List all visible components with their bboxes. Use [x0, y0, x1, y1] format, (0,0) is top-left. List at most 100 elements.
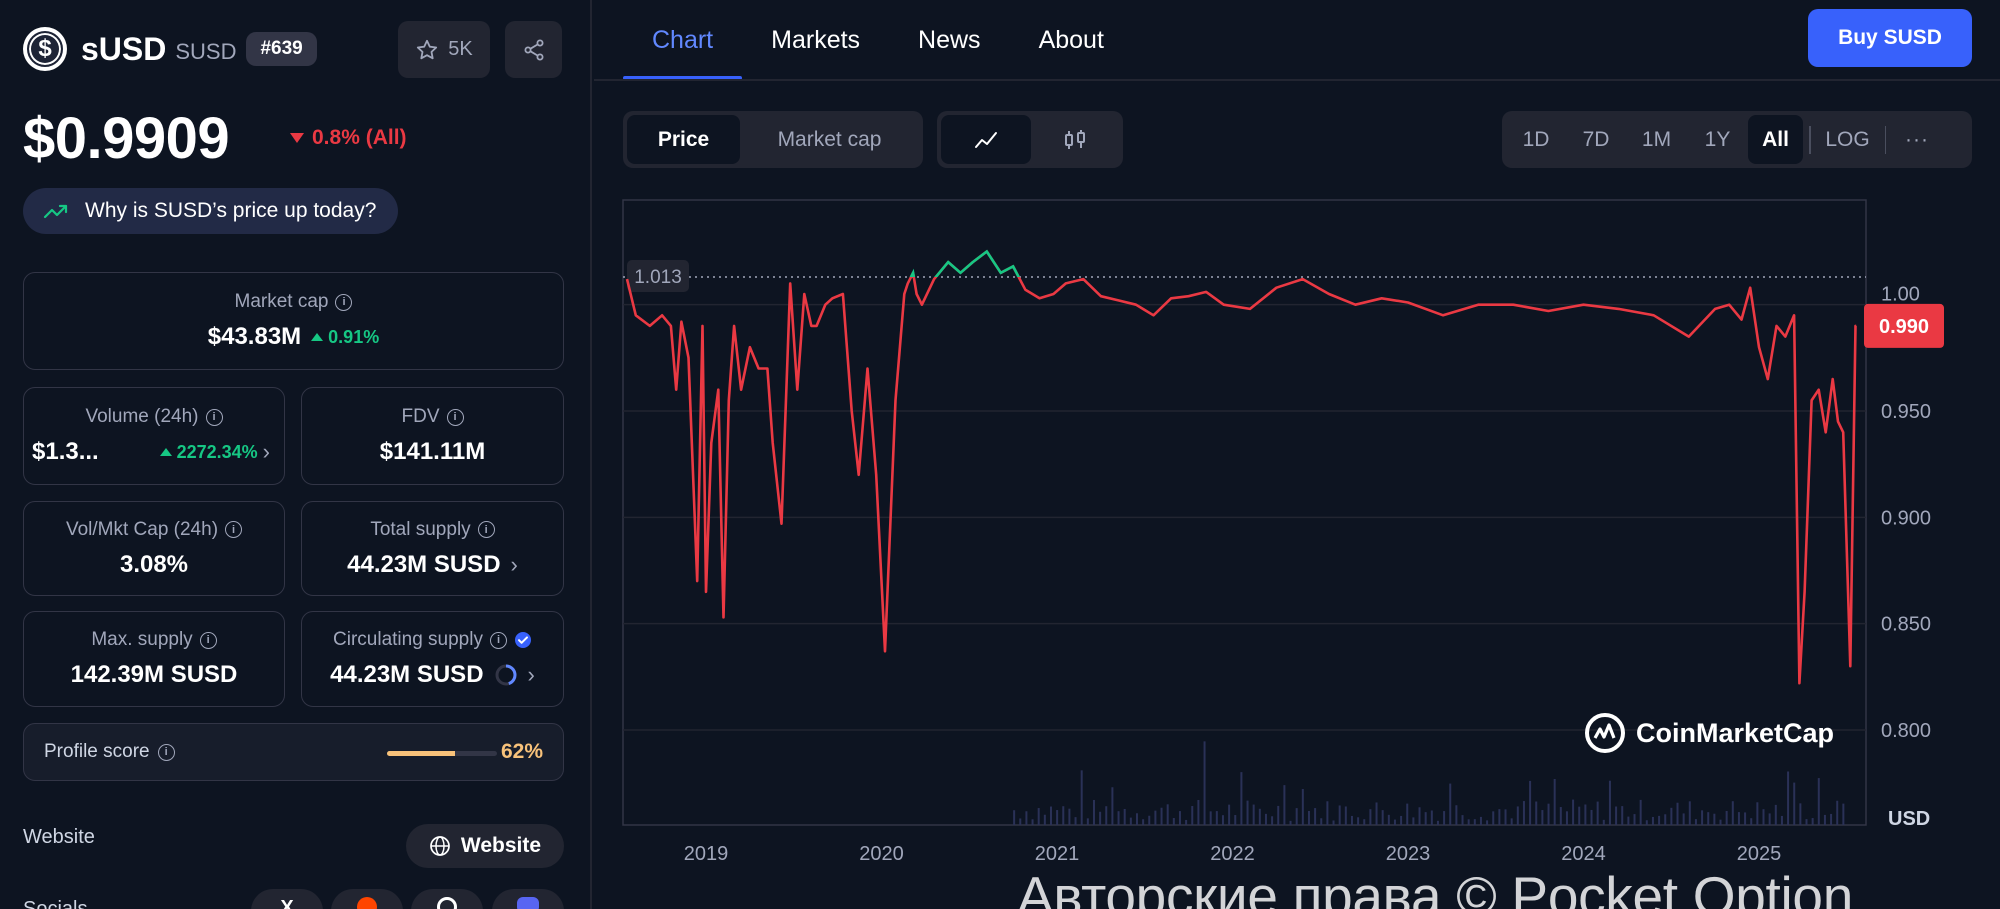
- volume-bar: [1037, 808, 1040, 825]
- more-options-icon[interactable]: ···: [1905, 127, 1929, 151]
- volume-card[interactable]: Volume (24h) i $1.3... 2272.34% ›: [23, 387, 285, 485]
- current-price-tag-bg: [1864, 303, 1944, 348]
- info-icon[interactable]: i: [335, 293, 353, 311]
- coinmarketcap-icon: [1585, 713, 1625, 753]
- max-supply-label-row: Max. supply i: [91, 629, 217, 651]
- info-icon[interactable]: i: [199, 631, 217, 649]
- range-1d-option[interactable]: 1D: [1522, 127, 1550, 151]
- volume-bar: [1750, 818, 1753, 825]
- info-icon[interactable]: i: [225, 521, 243, 538]
- volume-bar: [1092, 799, 1095, 825]
- volume-bar: [1357, 817, 1360, 825]
- volume-bar: [1768, 813, 1771, 825]
- volume-bar: [1178, 811, 1181, 825]
- range-1m-option[interactable]: 1M: [1641, 127, 1672, 151]
- volume-bar: [1105, 806, 1108, 825]
- volume-bar: [1332, 820, 1335, 825]
- discord-social-button[interactable]: [492, 889, 564, 909]
- tab-markets[interactable]: Markets: [771, 25, 861, 54]
- total-supply-card[interactable]: Total supply i 44.23M SUSD ›: [301, 501, 564, 596]
- tab-chart[interactable]: Chart: [623, 0, 743, 80]
- volume-bar: [1295, 808, 1298, 825]
- volume-bar: [1019, 818, 1022, 825]
- x-tick-label: 2025: [1737, 843, 1782, 865]
- share-icon: [524, 39, 543, 60]
- coin-name: sUSD: [81, 30, 167, 67]
- info-icon[interactable]: i: [477, 521, 495, 538]
- website-button-label: Website: [460, 834, 542, 857]
- range-7d-option[interactable]: 7D: [1582, 127, 1610, 151]
- range-1y-option[interactable]: 1Y: [1704, 127, 1731, 151]
- tab-about[interactable]: About: [1038, 25, 1104, 54]
- volume-bar: [1043, 814, 1046, 825]
- reddit-social-button[interactable]: [331, 889, 403, 909]
- share-button[interactable]: [505, 21, 562, 78]
- log-scale-toggle[interactable]: LOG: [1825, 127, 1870, 151]
- volume-bar: [1572, 799, 1575, 825]
- range-all-option[interactable]: All: [1748, 115, 1803, 164]
- chart-style-selector: [937, 111, 1123, 168]
- volume-bar: [1817, 778, 1820, 825]
- fdv-value: $141.11M: [379, 438, 486, 465]
- profile-score-label: Profile score: [44, 741, 150, 762]
- y-tick-label: 0.950: [1881, 401, 1931, 423]
- volume-bar: [1068, 808, 1071, 825]
- circulating-supply-card[interactable]: Circulating supply i 44.23M SUSD ›: [301, 611, 564, 707]
- info-icon[interactable]: i: [157, 743, 175, 761]
- why-price-up-button[interactable]: Why is SUSD’s price up today?: [23, 188, 399, 234]
- x-icon: X: [280, 897, 294, 909]
- metric-market-cap-option[interactable]: Market cap: [777, 127, 882, 151]
- volume-bar: [1025, 811, 1028, 825]
- website-label: Website: [23, 826, 95, 848]
- volume-bar: [1590, 809, 1593, 825]
- coin-info-panel: $ sUSD SUSD #639 5K $0.9909 0.8% (All) W…: [0, 0, 592, 909]
- tabs-divider: [594, 79, 2000, 81]
- volume-bar: [1811, 818, 1814, 825]
- volume-bar: [1553, 779, 1556, 825]
- github-icon: [437, 897, 457, 909]
- volume-bar: [1264, 813, 1267, 825]
- volume-bar: [1252, 804, 1255, 825]
- vol-mkt-cap-card: Vol/Mkt Cap (24h) i 3.08%: [23, 501, 285, 596]
- market-cap-value-row: $43.83M 0.91%: [208, 323, 379, 351]
- volume-bar: [1271, 816, 1274, 825]
- volume-bar: [1498, 809, 1501, 825]
- website-button[interactable]: Website: [406, 824, 564, 868]
- volume-bar: [1473, 819, 1476, 825]
- volume-bar: [1031, 819, 1034, 825]
- info-icon[interactable]: i: [205, 408, 223, 426]
- line-chart-icon: [975, 131, 997, 148]
- profile-score-row[interactable]: Profile score i 62%: [23, 723, 564, 781]
- volume-bar: [1608, 780, 1611, 825]
- volume-bar: [1694, 819, 1697, 825]
- y-axis-unit-label: USD: [1888, 808, 1930, 830]
- volume-bar: [1099, 811, 1102, 825]
- volume-bar: [1289, 820, 1292, 825]
- volume-bar: [1320, 818, 1323, 825]
- circulating-supply-value-row: 44.23M SUSD ›: [330, 661, 535, 689]
- coin-symbol: SUSD: [175, 39, 237, 64]
- buy-button[interactable]: Buy SUSD: [1808, 9, 1972, 67]
- volume-bar: [1393, 819, 1396, 825]
- coinmarketcap-wordmark: CoinMarketCap: [1636, 717, 1835, 748]
- github-social-button[interactable]: [411, 889, 483, 909]
- line-chart-option[interactable]: [941, 115, 1031, 164]
- volume-bar: [1301, 789, 1304, 825]
- info-icon[interactable]: i: [489, 631, 507, 649]
- globe-icon: [430, 836, 450, 856]
- up-triangle-icon: [159, 448, 172, 456]
- x-social-button[interactable]: X: [251, 889, 323, 909]
- candlestick-option[interactable]: [1031, 115, 1119, 164]
- watchlist-button[interactable]: 5K: [398, 21, 490, 78]
- info-icon[interactable]: i: [446, 408, 464, 426]
- reference-label: 1.013: [634, 267, 682, 288]
- tab-news[interactable]: News: [918, 25, 981, 54]
- x-tick-label: 2023: [1386, 843, 1431, 865]
- coin-header: $ sUSD SUSD #639: [23, 26, 317, 72]
- volume-bar: [1787, 771, 1790, 825]
- metric-price-option[interactable]: Price: [627, 115, 740, 164]
- volume-bar: [1682, 813, 1685, 825]
- volume-bar: [1013, 810, 1016, 825]
- total-supply-value-row: 44.23M SUSD ›: [347, 551, 518, 579]
